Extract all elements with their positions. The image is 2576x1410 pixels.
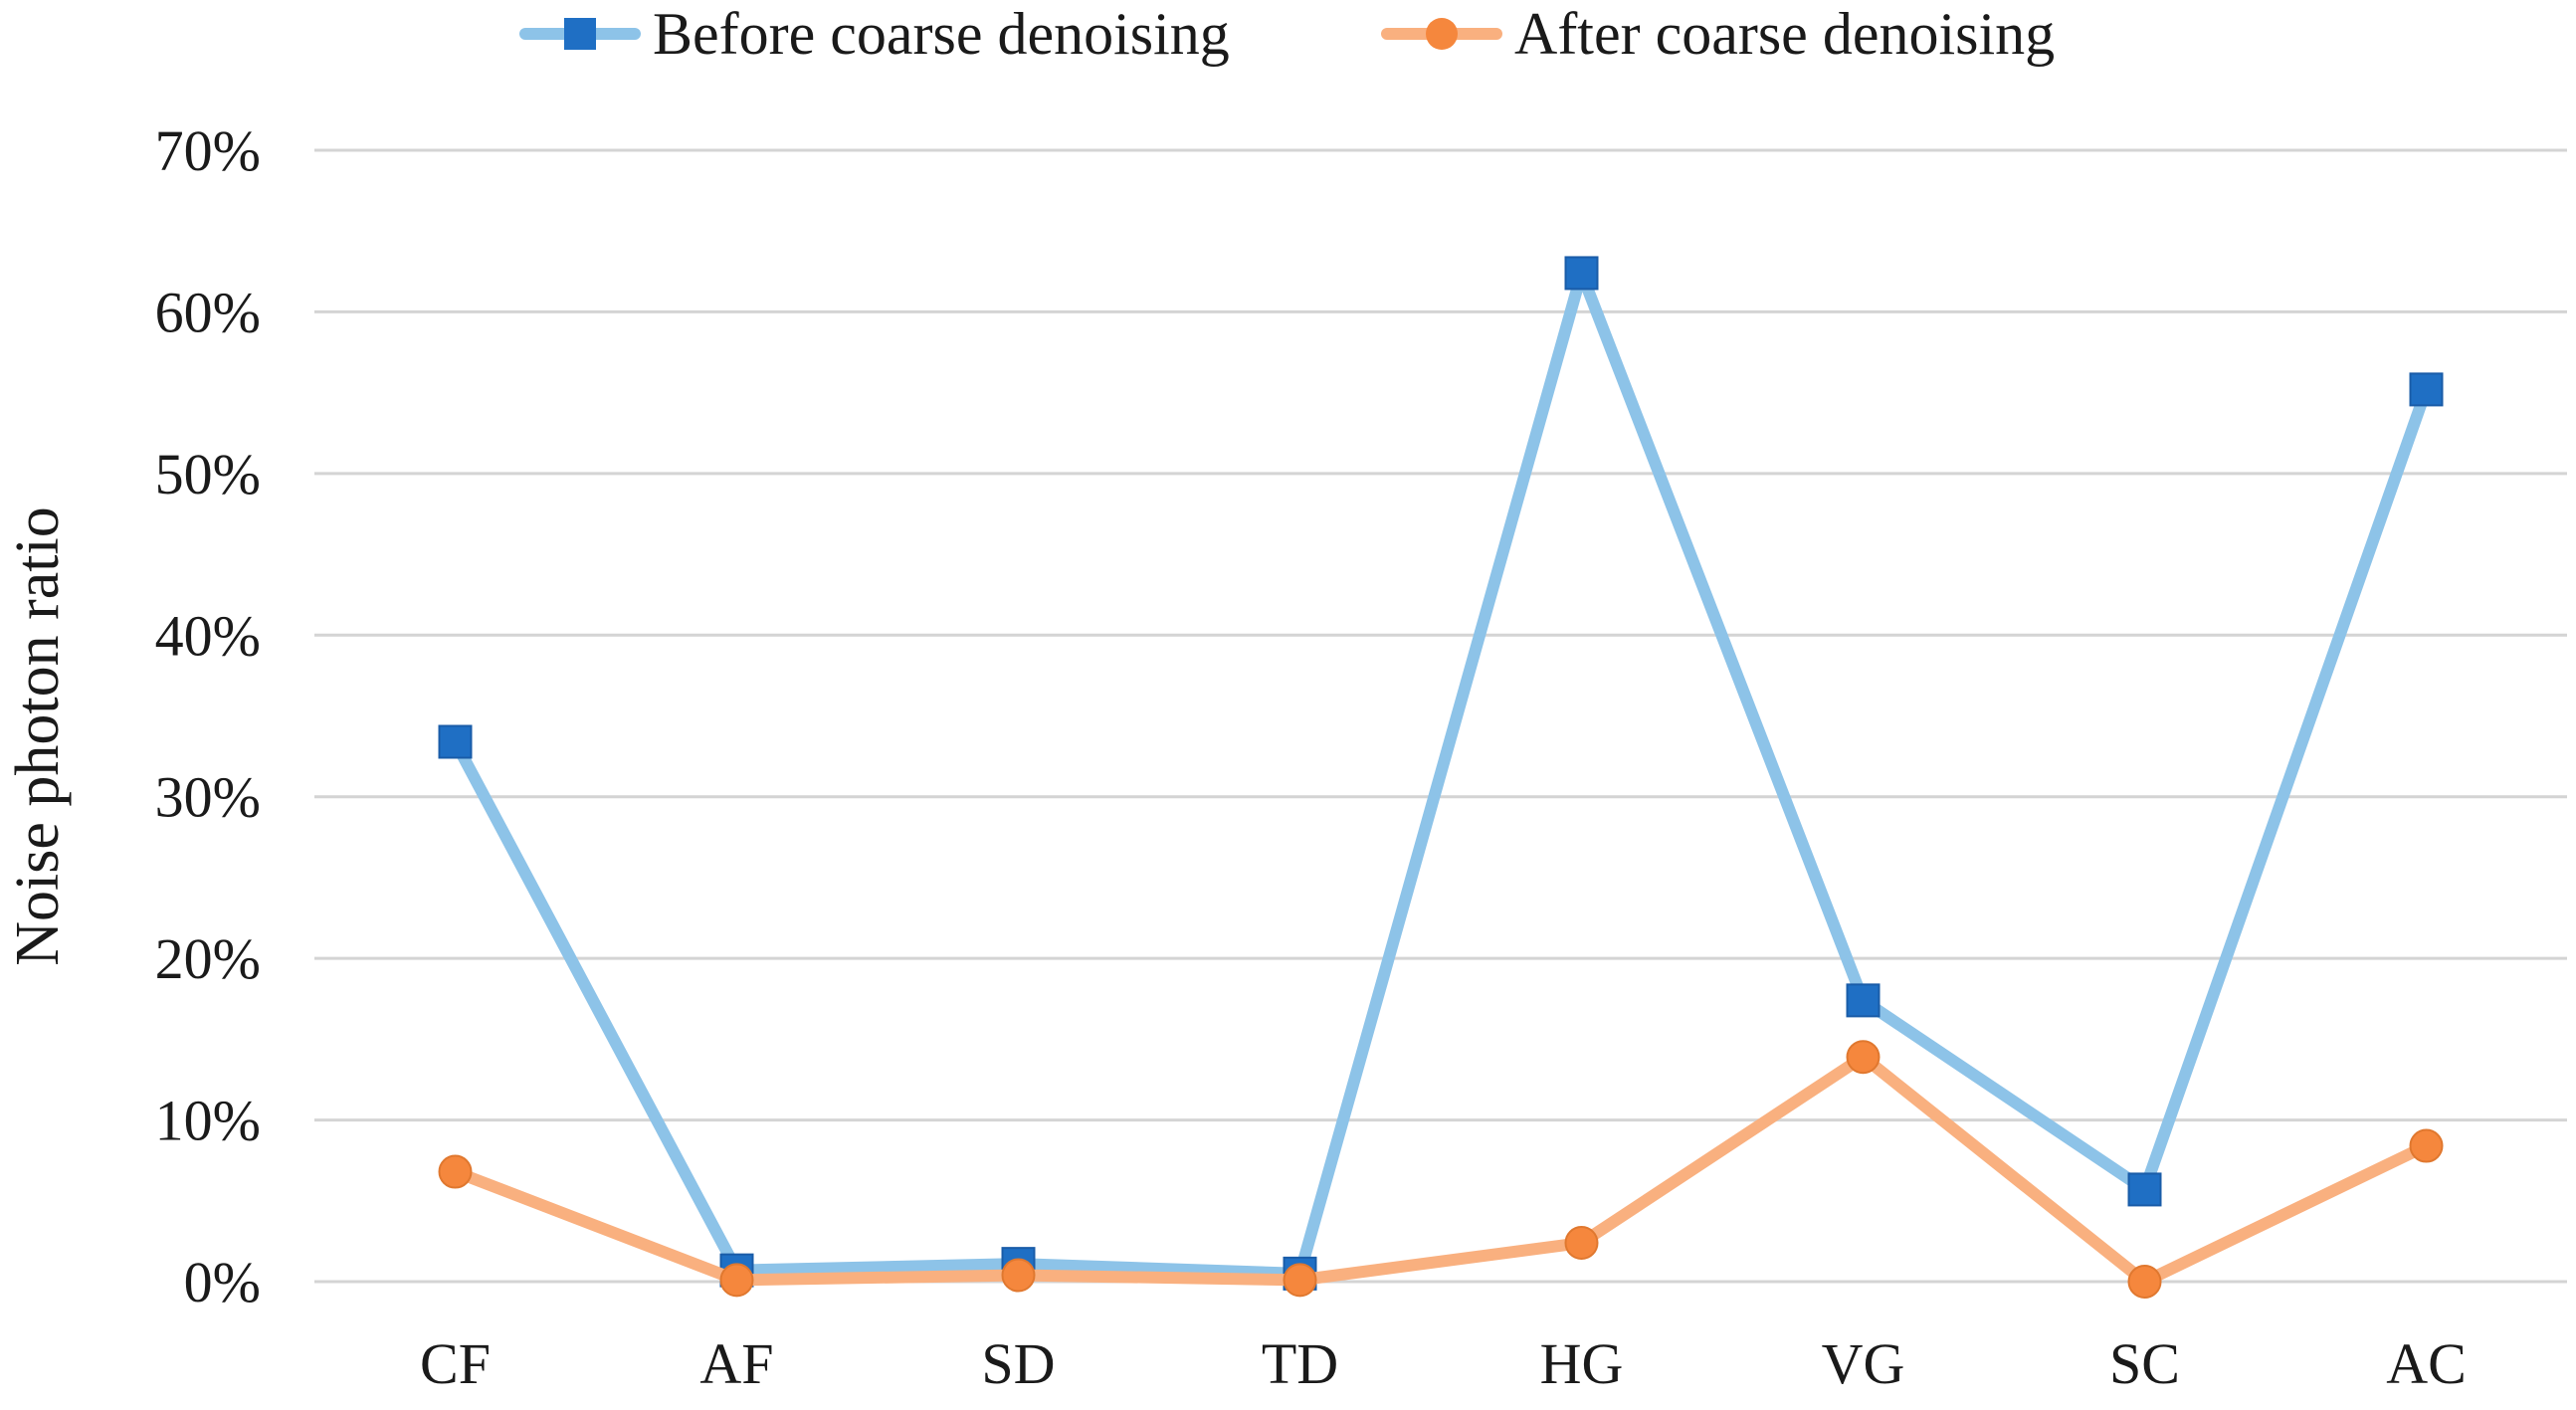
y-tick-label: 50%: [155, 442, 261, 506]
x-tick-label: HG: [1540, 1331, 1624, 1396]
x-tick-label: SC: [2109, 1331, 2180, 1396]
legend-marker: [1426, 18, 1458, 50]
data-point: [438, 724, 473, 759]
legend-label: After coarse denoising: [1514, 1, 2055, 67]
data-point: [1564, 1226, 1599, 1261]
data-point: [1846, 1040, 1881, 1075]
x-tick-label: CF: [420, 1331, 491, 1396]
legend-item-before: Before coarse denoising: [519, 1, 1230, 67]
gridlines: [314, 148, 2567, 1284]
data-point: [2409, 1128, 2444, 1163]
legend-item-after: After coarse denoising: [1381, 1, 2055, 67]
y-tick-label: 0%: [184, 1250, 261, 1314]
x-tick-label: VG: [1822, 1331, 1905, 1396]
y-tick-label: 10%: [155, 1089, 261, 1153]
x-tick-label: TD: [1262, 1331, 1338, 1396]
x-tick-label: SD: [981, 1331, 1055, 1396]
data-point: [1001, 1258, 1036, 1293]
x-tick-label: AF: [699, 1331, 773, 1396]
y-axis-ticks: 0% 10% 20% 30% 40% 50% 60% 70%: [155, 118, 261, 1314]
series-line: [449, 267, 2433, 1280]
legend: Before coarse denoising After coarse deno…: [519, 1, 2055, 67]
y-tick-label: 60%: [155, 280, 261, 344]
legend-label: Before coarse denoising: [653, 1, 1230, 67]
data-point: [2127, 1172, 2162, 1207]
series-before: [438, 256, 2444, 1291]
series-layer: [438, 256, 2444, 1299]
legend-marker: [564, 18, 596, 50]
data-point: [438, 1154, 473, 1189]
data-point: [1846, 983, 1881, 1018]
y-axis-label: Noise photon ratio: [4, 506, 72, 966]
series-after: [438, 1040, 2444, 1299]
y-tick-label: 30%: [155, 765, 261, 830]
data-point: [1283, 1263, 1317, 1298]
data-point: [1564, 256, 1599, 291]
y-tick-label: 40%: [155, 603, 261, 668]
data-point: [2127, 1265, 2162, 1299]
data-point: [2409, 372, 2444, 407]
data-point: [719, 1263, 754, 1298]
y-tick-label: 20%: [155, 926, 261, 991]
series-line: [449, 1051, 2433, 1288]
x-tick-label: AC: [2386, 1331, 2467, 1396]
y-tick-label: 70%: [155, 118, 261, 183]
x-axis-ticks: CF AF SD TD HG VG SC AC: [420, 1331, 2467, 1396]
